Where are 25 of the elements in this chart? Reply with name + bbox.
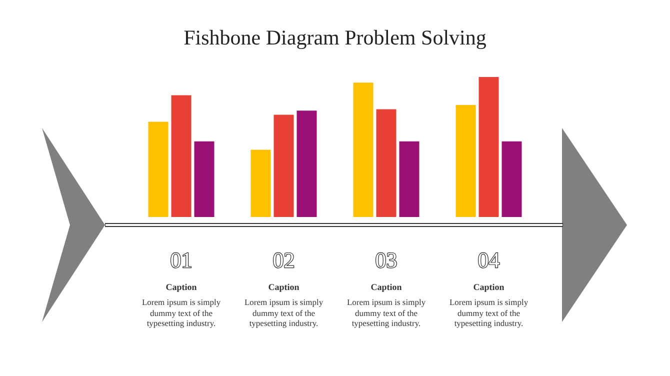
bar (194, 141, 214, 217)
bar (502, 141, 522, 217)
text: Caption (370, 282, 403, 292)
x-tick-label: 02 (272, 248, 295, 272)
text: Lorem ipsum is simply dummy text of the typesetting industry. (243, 297, 324, 328)
bar (353, 82, 374, 217)
bar (250, 150, 271, 217)
bar (478, 77, 499, 217)
bar (148, 122, 168, 217)
bar (456, 105, 476, 217)
text: Lorem ipsum is simply dummy text of the typesetting industry. (448, 297, 530, 328)
text: Caption (267, 282, 300, 292)
bar (274, 114, 294, 217)
x-tick-label: 01 (170, 248, 192, 272)
bar (296, 110, 317, 217)
x-tick-label: 03 (375, 248, 398, 272)
bar (399, 141, 420, 217)
chart-title: Fishbone Diagram Problem Solving (184, 26, 487, 50)
text: Caption (472, 282, 506, 292)
text: Caption (164, 282, 198, 292)
x-tick-label: 04 (478, 248, 500, 272)
bar (376, 109, 396, 217)
text: Lorem ipsum is simply dummy text of the typesetting industry. (346, 297, 427, 328)
text: Lorem ipsum is simply dummy text of the typesetting industry. (140, 297, 222, 328)
bar (171, 95, 192, 217)
